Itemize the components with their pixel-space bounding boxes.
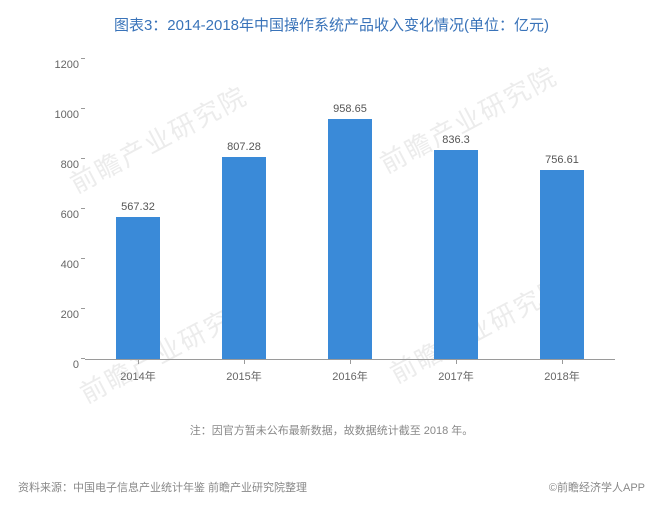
bar (328, 119, 372, 359)
chart-area: 0 200 400 600 800 1000 1200 567.32 2014年 807.28 20… (45, 50, 625, 400)
y-axis-tick-label: 1200 (45, 59, 79, 71)
bar-group: 567.32 (116, 59, 160, 359)
x-axis-tick-mark (350, 360, 351, 364)
x-axis-tick-mark (456, 360, 457, 364)
source: 资料来源：中国电子信息产业统计年鉴 前瞻产业研究院整理 (18, 479, 307, 495)
bar-group: 836.3 (434, 59, 478, 359)
bar-value-label: 567.32 (98, 201, 178, 213)
x-axis-tick-mark (244, 360, 245, 364)
x-axis-tick-mark (138, 360, 139, 364)
y-axis-tick-label: 600 (45, 209, 79, 221)
x-axis-tick-label: 2015年 (204, 368, 284, 384)
y-axis-tick-label: 800 (45, 159, 79, 171)
chart-note: 注：因官方暂未公布最新数据，故数据统计截至 2018 年。 (0, 422, 663, 438)
y-axis-tick-label: 400 (45, 259, 79, 271)
y-axis-tick-label: 1000 (45, 109, 79, 121)
bar-group: 807.28 (222, 59, 266, 359)
bar-value-label: 836.3 (416, 134, 496, 146)
y-axis-tick-mark (81, 108, 85, 109)
chart-title: 图表3：2014-2018年中国操作系统产品收入变化情况(单位：亿元) (0, 0, 663, 35)
footer: 资料来源：中国电子信息产业统计年鉴 前瞻产业研究院整理 ©前瞻经济学人APP (18, 479, 645, 495)
source-text: 中国电子信息产业统计年鉴 前瞻产业研究院整理 (73, 482, 307, 494)
bar (540, 170, 584, 359)
bar-value-label: 807.28 (204, 141, 284, 153)
bar (222, 157, 266, 359)
y-axis-tick-mark (81, 58, 85, 59)
x-axis-tick-label: 2017年 (416, 368, 496, 384)
x-axis-tick-label: 2018年 (522, 368, 602, 384)
x-axis-tick-label: 2014年 (98, 368, 178, 384)
y-axis-tick-mark (81, 158, 85, 159)
y-axis-tick-mark (81, 358, 85, 359)
y-axis-tick-label: 0 (45, 359, 79, 371)
bar (434, 150, 478, 359)
copyright: ©前瞻经济学人APP (549, 479, 645, 495)
x-axis-tick-mark (562, 360, 563, 364)
bar-group: 756.61 (540, 59, 584, 359)
bar-group: 958.65 (328, 59, 372, 359)
y-axis-tick-mark (81, 258, 85, 259)
x-axis-tick-label: 2016年 (310, 368, 390, 384)
bar (116, 217, 160, 359)
plot-area: 020040060080010001200567.322014年807.2820… (85, 60, 615, 360)
source-label: 资料来源： (18, 482, 73, 494)
bar-value-label: 958.65 (310, 103, 390, 115)
bar-value-label: 756.61 (522, 154, 602, 166)
y-axis-tick-mark (81, 308, 85, 309)
y-axis-tick-label: 200 (45, 309, 79, 321)
y-axis-tick-mark (81, 208, 85, 209)
